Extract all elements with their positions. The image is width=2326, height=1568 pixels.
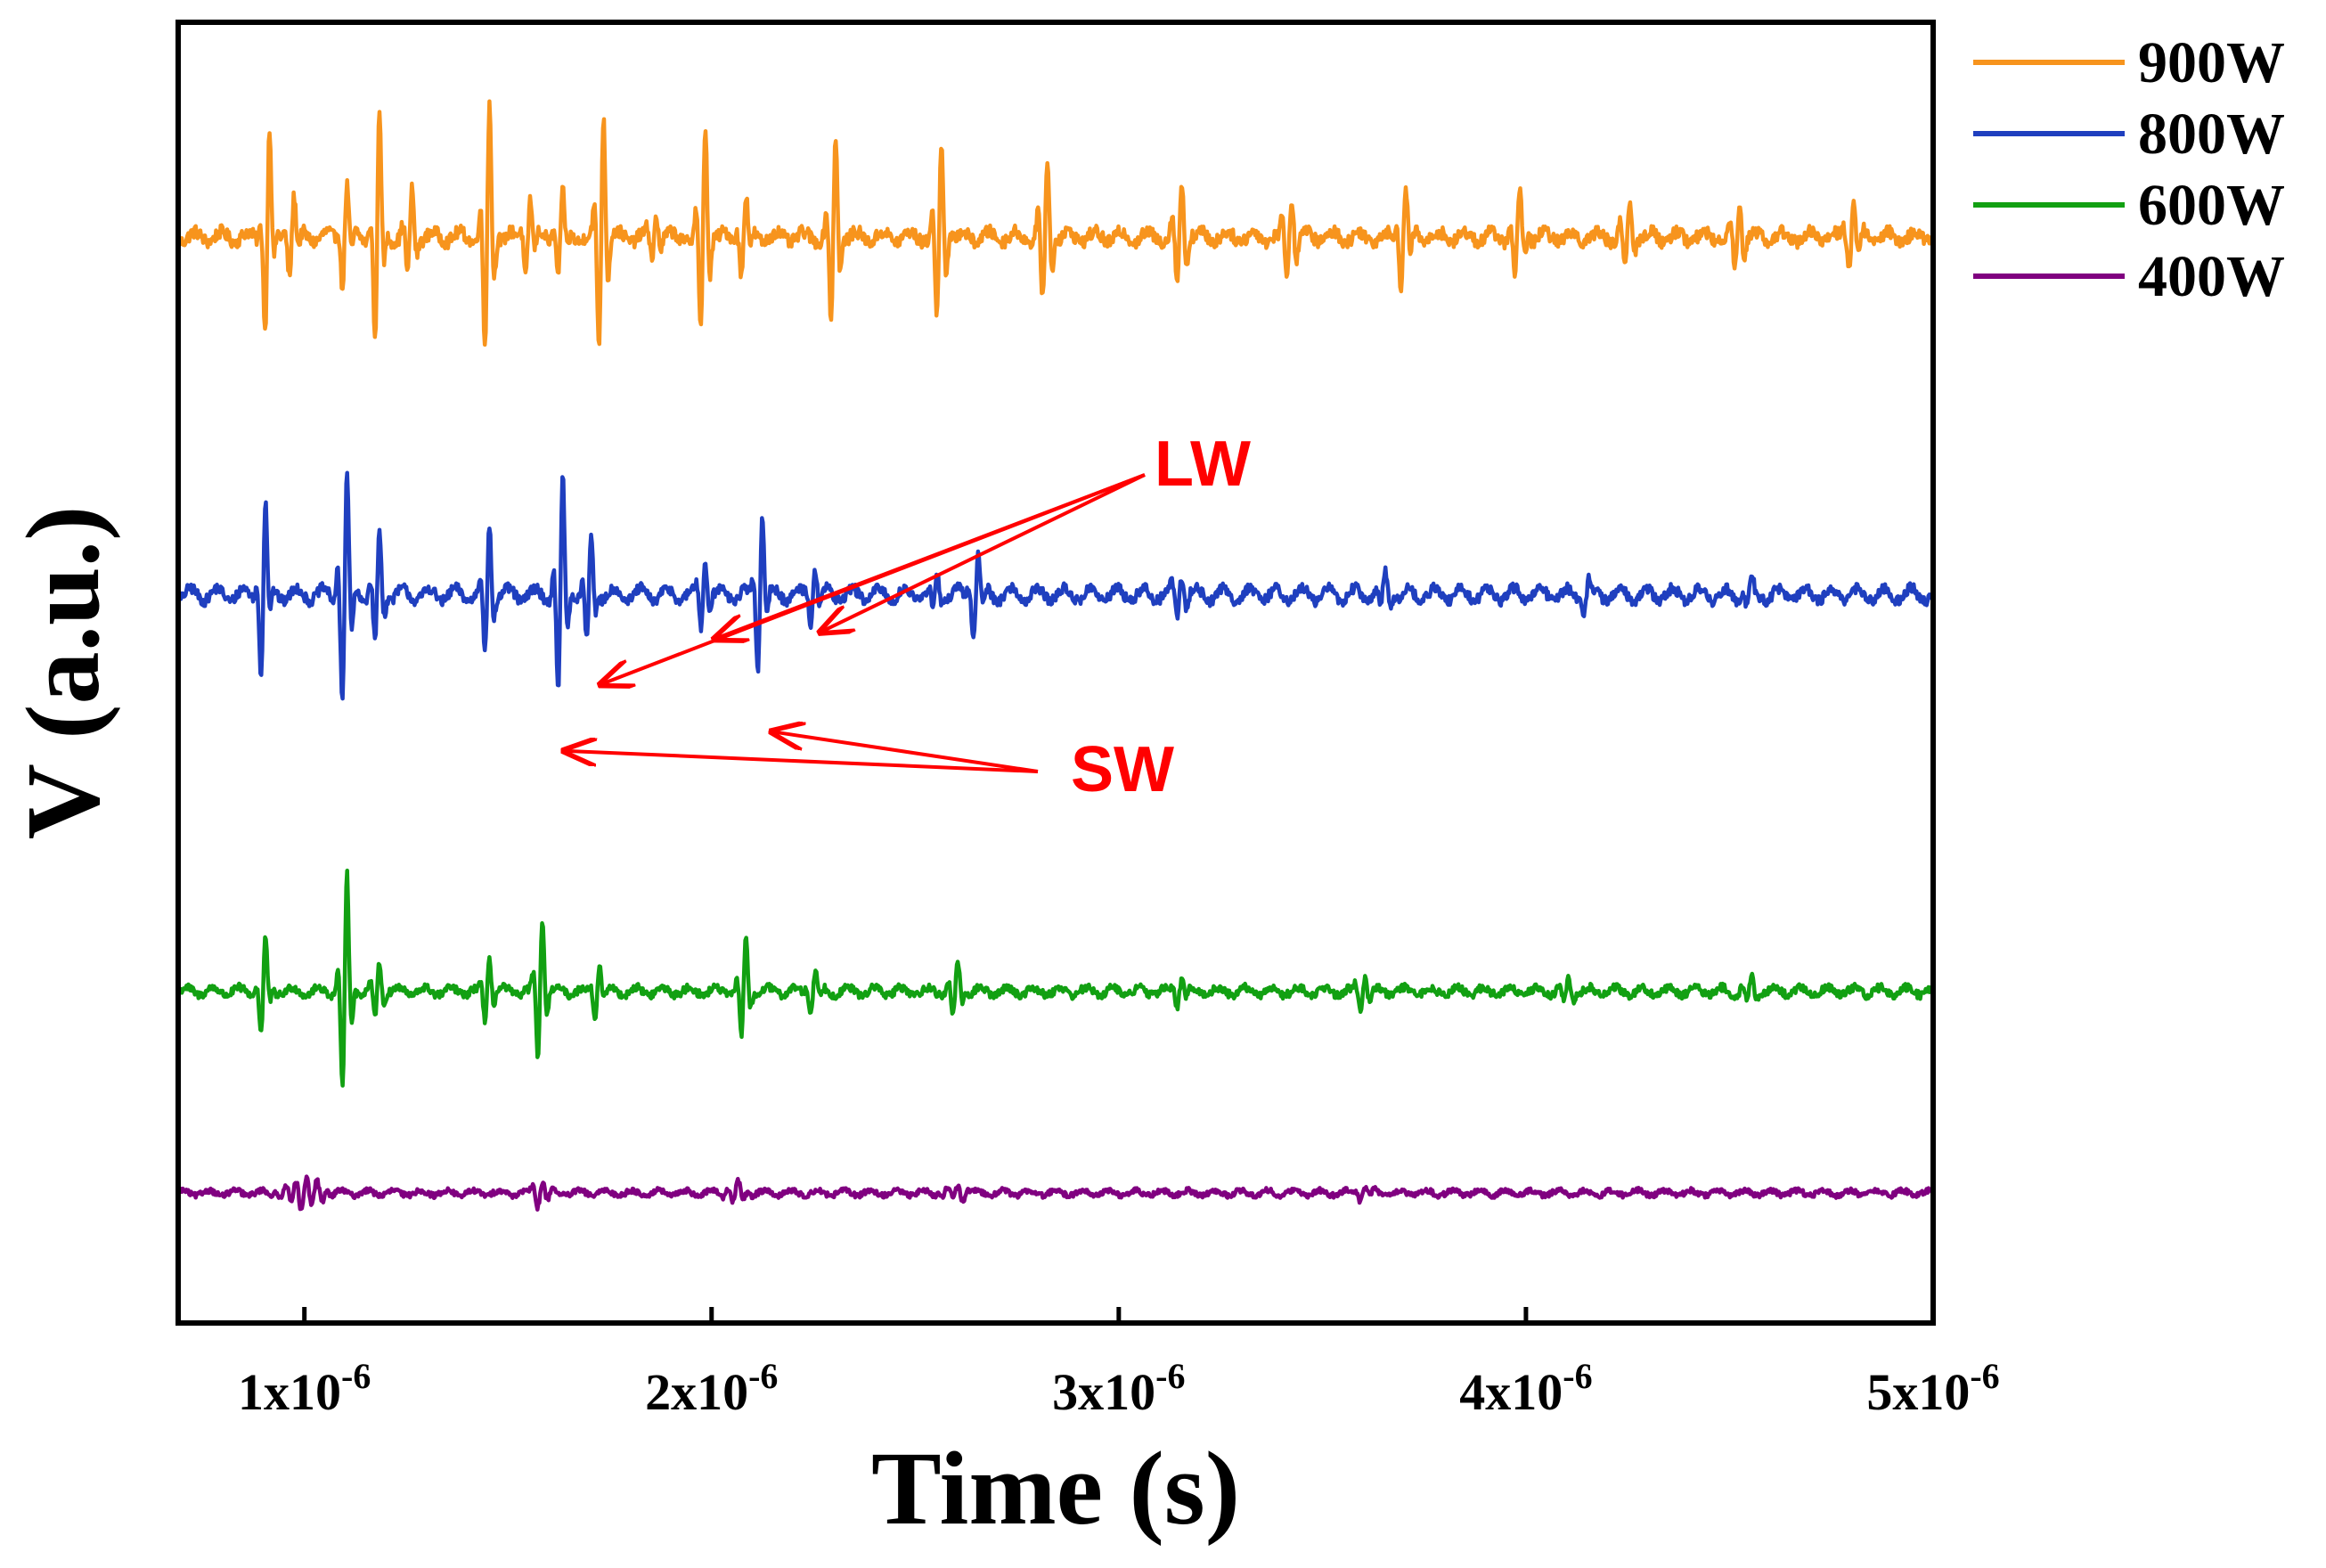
- series-line-600w: [176, 869, 1935, 1088]
- annotation-label: LW: [1155, 429, 1251, 500]
- annotation-arrow: [712, 473, 1146, 641]
- legend-label: 600W: [2138, 173, 2285, 238]
- plot-lines: [175, 99, 1935, 1212]
- x-tick-label: 1x10-6: [238, 1356, 371, 1421]
- legend-label: 800W: [2138, 102, 2285, 167]
- legend-label: 900W: [2138, 30, 2285, 95]
- x-axis-title: Time (s): [871, 1430, 1240, 1547]
- annotation-label: SW: [1071, 734, 1174, 805]
- annotation-arrow: [561, 751, 1039, 773]
- series-line-400w: [175, 1174, 1935, 1212]
- series-line-900w: [175, 99, 1935, 347]
- x-tick-label: 4x10-6: [1459, 1356, 1592, 1421]
- x-tick-label: 2x10-6: [645, 1356, 778, 1421]
- x-tick-label: 5x10-6: [1866, 1356, 1999, 1421]
- annotation-lw: LW: [598, 429, 1251, 686]
- legend-item-900w: 900W: [1973, 30, 2285, 95]
- annotation-arrow: [818, 473, 1146, 633]
- annotation-sw: SW: [561, 731, 1174, 805]
- annotation-arrow: [769, 731, 1039, 773]
- x-tick-label: 3x10-6: [1052, 1356, 1185, 1421]
- legend-item-400w: 400W: [1973, 244, 2285, 309]
- annotation-layer: LW SW: [561, 429, 1251, 805]
- legend-item-800w: 800W: [1973, 102, 2285, 167]
- plot-frame: [175, 20, 1936, 1326]
- legend-label: 400W: [2138, 244, 2285, 309]
- y-axis-title: V (a.u.): [4, 506, 121, 840]
- x-axis-ticks: 1x10-6 2x10-6 3x10-6 4x10-6 5x10-6: [238, 1307, 2000, 1421]
- series-line-800w: [175, 470, 1935, 701]
- legend-item-600w: 600W: [1973, 173, 2285, 238]
